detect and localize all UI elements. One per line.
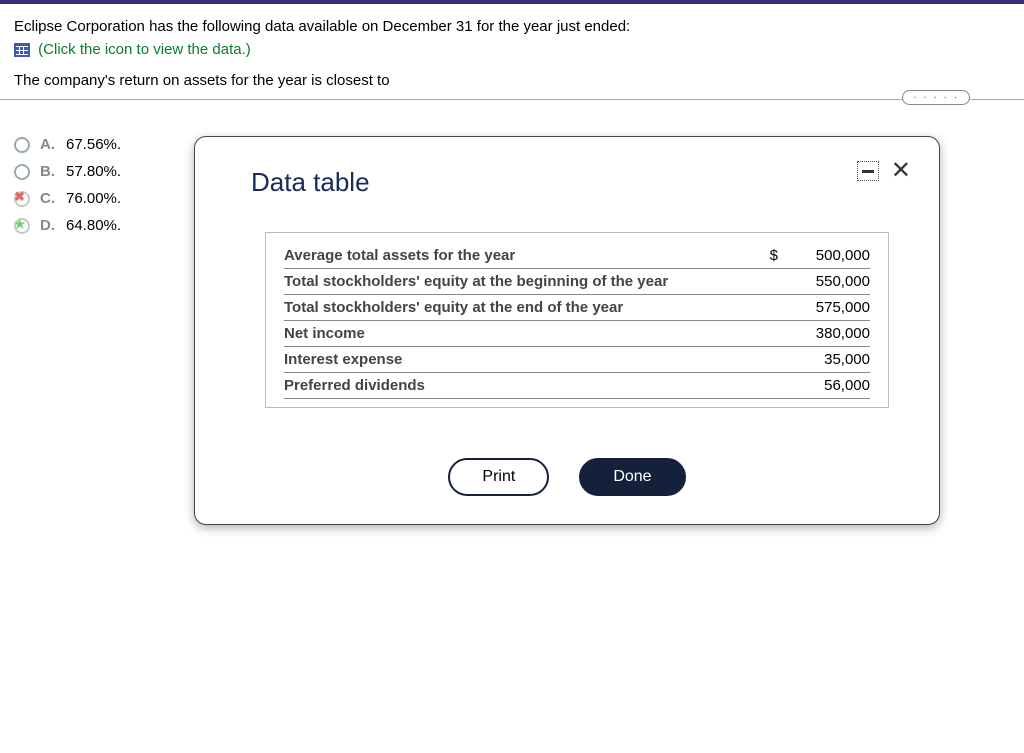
modal-column: Data table ✕ Average total assets for th… (194, 136, 1010, 525)
option-letter: D. (40, 217, 58, 234)
modal-button-row: Print Done (223, 458, 911, 496)
radio-icon[interactable] (14, 164, 30, 180)
option-d[interactable]: D. 64.80%. (14, 217, 194, 234)
content-row: A. 67.56%. B. 57.80%. C. 76.00%. D. 64.8… (0, 100, 1024, 525)
option-c[interactable]: C. 76.00%. (14, 190, 194, 207)
option-text: 76.00%. (66, 190, 121, 207)
row-value-wrap: 550,000 (778, 273, 870, 290)
table-row: Total stockholders' equity at the end of… (284, 295, 870, 321)
done-button[interactable]: Done (579, 458, 685, 496)
row-label: Preferred dividends (284, 377, 425, 394)
radio-correct-icon[interactable] (14, 218, 30, 234)
row-value: 380,000 (800, 325, 870, 342)
row-value: 500,000 (800, 247, 870, 264)
option-b[interactable]: B. 57.80%. (14, 163, 194, 180)
option-letter: A. (40, 136, 58, 153)
row-label: Interest expense (284, 351, 402, 368)
row-value-wrap: 575,000 (778, 299, 870, 316)
print-button[interactable]: Print (448, 458, 549, 496)
section-divider: · · · · · (0, 99, 1024, 100)
row-value: 35,000 (800, 351, 870, 368)
option-letter: B. (40, 163, 58, 180)
table-row: Average total assets for the year $ 500,… (284, 243, 870, 269)
row-label: Net income (284, 325, 365, 342)
option-text: 57.80%. (66, 163, 121, 180)
option-text: 67.56%. (66, 136, 121, 153)
radio-wrong-icon[interactable] (14, 191, 30, 207)
row-value: 550,000 (800, 273, 870, 290)
data-table-box: Average total assets for the year $ 500,… (265, 232, 889, 408)
table-row: Interest expense 35,000 (284, 347, 870, 373)
question-block: Eclipse Corporation has the following da… (0, 4, 1024, 89)
table-row: Total stockholders' equity at the beginn… (284, 269, 870, 295)
answer-options: A. 67.56%. B. 57.80%. C. 76.00%. D. 64.8… (14, 136, 194, 525)
table-row: Net income 380,000 (284, 321, 870, 347)
row-value-wrap: 56,000 (778, 377, 870, 394)
radio-icon[interactable] (14, 137, 30, 153)
view-data-row: (Click the icon to view the data.) (14, 41, 1010, 58)
row-value-wrap: $ 500,000 (770, 247, 870, 264)
dollar-sign: $ (770, 247, 778, 264)
table-row: Preferred dividends 56,000 (284, 373, 870, 399)
row-value: 575,000 (800, 299, 870, 316)
row-label: Average total assets for the year (284, 247, 515, 264)
option-text: 64.80%. (66, 217, 121, 234)
row-value-wrap: 380,000 (778, 325, 870, 342)
minimize-icon[interactable] (857, 161, 879, 181)
option-letter: C. (40, 190, 58, 207)
option-a[interactable]: A. 67.56%. (14, 136, 194, 153)
question-text-line1: Eclipse Corporation has the following da… (14, 18, 1010, 35)
modal-title: Data table (223, 161, 370, 198)
dots-indicator[interactable]: · · · · · (902, 90, 970, 105)
modal-controls: ✕ (857, 161, 911, 181)
data-table-icon[interactable] (14, 43, 30, 57)
row-value: 56,000 (800, 377, 870, 394)
row-value-wrap: 35,000 (778, 351, 870, 368)
row-label: Total stockholders' equity at the beginn… (284, 273, 668, 290)
close-icon[interactable]: ✕ (891, 161, 911, 181)
modal-header: Data table ✕ (223, 161, 911, 198)
data-table-modal: Data table ✕ Average total assets for th… (194, 136, 940, 525)
view-data-link[interactable]: (Click the icon to view the data.) (38, 41, 251, 58)
question-text-line3: The company's return on assets for the y… (14, 72, 1010, 89)
row-label: Total stockholders' equity at the end of… (284, 299, 623, 316)
